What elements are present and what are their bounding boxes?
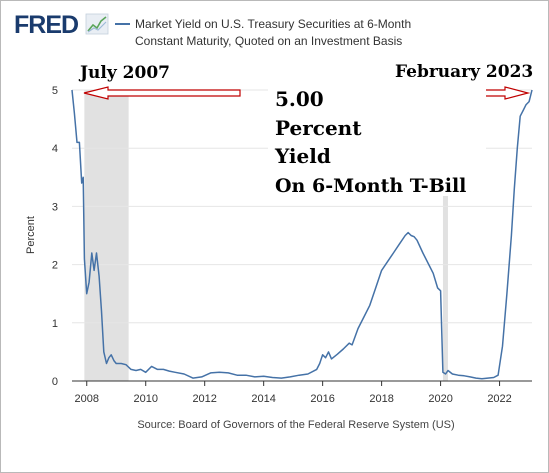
x-axis-tick-labels: 2008 2010 2012 2014 2016 2018 2020 2022 — [75, 393, 512, 405]
x-tick-label-2016: 2016 — [310, 393, 334, 405]
fred-logo-graph-icon — [85, 13, 109, 35]
legend-series-line1: Market Yield on U.S. Treasury Securities… — [135, 17, 411, 31]
y-tick-label-1: 1 — [52, 318, 58, 330]
fred-logo-text: FRED — [14, 11, 78, 39]
annotation-yield: Yield — [274, 144, 331, 168]
x-axis-tick-marks — [86, 381, 501, 386]
x-tick-label-2014: 2014 — [251, 393, 275, 405]
y-tick-label-2: 2 — [52, 260, 58, 272]
recession-bar-2 — [442, 90, 448, 381]
annotation-february-2023: February 2023 — [395, 62, 533, 82]
y-axis-label: Percent — [25, 216, 37, 254]
annotation-july-2007: July 2007 — [78, 63, 170, 83]
x-tick-label-2022: 2022 — [487, 393, 511, 405]
fred-logo: FRED — [14, 11, 109, 39]
x-tick-label-2008: 2008 — [75, 393, 99, 405]
recession-bar-1 — [84, 90, 129, 381]
x-tick-label-2010: 2010 — [133, 393, 157, 405]
y-tick-label-3: 3 — [52, 201, 58, 213]
recession-shading — [84, 90, 448, 381]
y-tick-label-4: 4 — [52, 143, 58, 155]
x-tick-label-2018: 2018 — [369, 393, 393, 405]
annotation-text-background — [268, 84, 486, 196]
x-tick-label-2020: 2020 — [428, 393, 452, 405]
y-axis-tick-labels: 0 1 2 3 4 5 — [52, 85, 58, 388]
annotation-rate-value: 5.00 — [275, 87, 324, 111]
left-arrow-annotation — [83, 86, 241, 100]
x-tick-label-2012: 2012 — [192, 393, 216, 405]
y-tick-label-0: 0 — [52, 376, 58, 388]
series-line-6-month-tbill — [71, 89, 533, 380]
y-tick-label-5: 5 — [52, 85, 58, 97]
legend-series-line2: Constant Maturity, Quoted on an Investme… — [135, 34, 402, 48]
annotation-percent: Percent — [275, 116, 362, 140]
source-note: Source: Board of Governors of the Federa… — [137, 419, 454, 431]
annotation-on-6-month-tbill: On 6-Month T-Bill — [275, 175, 466, 197]
